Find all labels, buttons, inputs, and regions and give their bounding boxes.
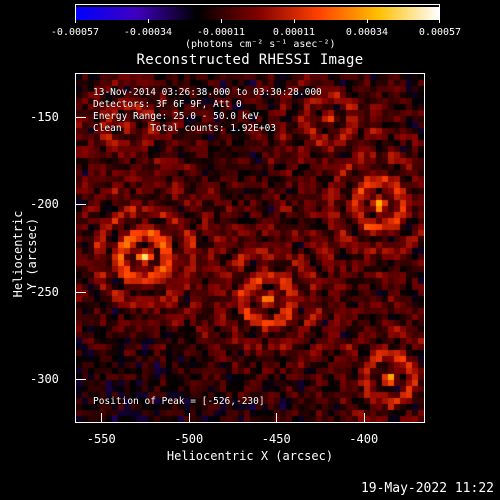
y-tick	[76, 291, 86, 293]
colorbar-gradient	[76, 7, 439, 20]
y-tick-label: -300	[30, 372, 59, 387]
colorbar-tick	[439, 19, 440, 23]
colorbar-tick-label: 0.00057	[418, 27, 462, 38]
colorbar-tick	[294, 19, 295, 23]
annotation-energy-range: Energy Range: 25.0 - 50.0 keV	[93, 111, 259, 122]
annotation-time-range: 13-Nov-2014 03:26:38.000 to 03:30:28.000	[93, 87, 322, 98]
colorbar-tick	[367, 19, 368, 23]
colorbar	[75, 4, 440, 20]
footer-date: 19-May-2022 11:22	[360, 481, 494, 496]
x-tick-label: -400	[349, 432, 379, 446]
y-tick	[76, 116, 86, 118]
colorbar-tick-label: 0.00034	[345, 27, 389, 38]
annotation-clean-counts: Clean Total counts: 1.92E+03	[93, 123, 277, 134]
y-tick-label: -200	[30, 197, 59, 212]
plot-area[interactable]: 13-Nov-2014 03:26:38.000 to 03:30:28.000…	[75, 73, 425, 423]
x-tick	[101, 413, 103, 423]
x-tick-label: -450	[261, 432, 291, 446]
colorbar-tick	[148, 19, 149, 23]
heatmap-image[interactable]	[76, 74, 424, 422]
x-tick	[363, 413, 365, 423]
plot-title: Reconstructed RHESSI Image	[136, 52, 364, 68]
y-tick-label: -250	[30, 284, 59, 299]
colorbar-tick	[75, 19, 76, 23]
x-tick-label: -550	[86, 432, 116, 446]
y-tick-label: -150	[30, 109, 59, 124]
colorbar-tick-label: 0.00011	[272, 27, 316, 38]
colorbar-units: (photons cm⁻² s⁻¹ asec⁻²)	[185, 39, 336, 50]
x-axis-label: Heliocentric X (arcsec)	[166, 449, 334, 463]
x-tick	[276, 413, 278, 423]
annotation-peak-position: Position of Peak = [-526,-230]	[93, 396, 265, 407]
x-tick	[188, 413, 190, 423]
annotation-detectors: Detectors: 3F 6F 9F, Att 0	[93, 99, 242, 110]
colorbar-tick	[221, 19, 222, 23]
colorbar-tick-label: -0.00034	[123, 27, 173, 38]
y-axis-label: Heliocentric Y (arcsec)	[11, 210, 39, 298]
x-tick-label: -500	[174, 432, 204, 446]
colorbar-tick-label: -0.00057	[50, 27, 100, 38]
y-tick	[76, 379, 86, 381]
y-tick	[76, 204, 86, 206]
colorbar-tick-label: -0.00011	[196, 27, 246, 38]
